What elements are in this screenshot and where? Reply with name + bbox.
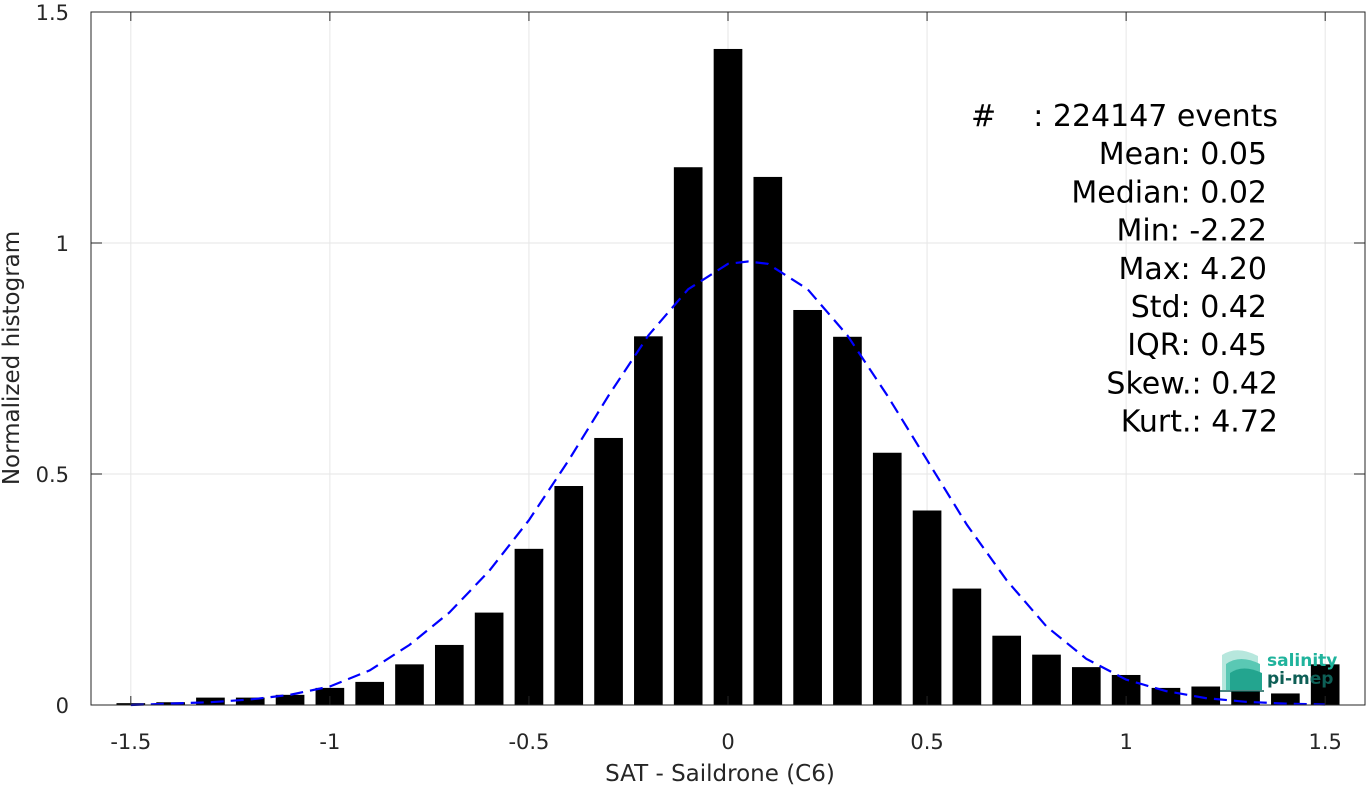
y-tick-label: 0.5 xyxy=(36,463,69,487)
logo-text-pimep: pi-mep xyxy=(1267,669,1333,689)
salinity-pimep-logo: salinity pi-mep xyxy=(1220,650,1337,692)
stat-value: : 0.02 xyxy=(1181,175,1267,210)
histogram-bar xyxy=(514,548,544,705)
y-axis-label: Normalized histogram xyxy=(0,231,25,485)
histogram-bar xyxy=(793,309,822,705)
histogram-bar xyxy=(713,48,743,705)
x-tick-label: 0.5 xyxy=(910,730,943,754)
y-tick-label: 1 xyxy=(56,232,69,256)
stat-label: Max xyxy=(1119,252,1181,287)
stat-value: : 4.72 xyxy=(1192,405,1278,440)
stat-value: : 224147 events xyxy=(1033,99,1278,134)
histogram-bar xyxy=(235,697,265,705)
histogram-bar xyxy=(912,510,942,705)
stat-value: : -2.22 xyxy=(1170,214,1267,249)
stat-label: Skew. xyxy=(1106,366,1191,401)
histogram-bar xyxy=(1191,686,1221,705)
histogram-bar xyxy=(1151,687,1181,705)
histogram-bar xyxy=(753,176,783,705)
axis-tick-labels: -1.5 -1 -0.5 0 0.5 1 1.5 0 0.5 1 1.5 xyxy=(36,1,1342,754)
histogram-bar xyxy=(196,697,225,705)
histogram-bar xyxy=(355,681,385,705)
stat-value: : 0.42 xyxy=(1192,366,1278,401)
histogram-bar xyxy=(594,437,623,705)
histogram-bar xyxy=(673,167,703,705)
histogram-bars xyxy=(116,48,1340,705)
histogram-bar xyxy=(434,644,464,705)
histogram-bar xyxy=(1271,693,1300,705)
histogram-bar xyxy=(275,694,305,705)
x-tick-label: -0.5 xyxy=(508,730,549,754)
y-tick-label: 0 xyxy=(56,694,69,718)
stat-label: Std xyxy=(1131,290,1181,325)
stat-value: : 0.42 xyxy=(1181,290,1267,325)
histogram-bar xyxy=(554,486,584,705)
stat-label: Median xyxy=(1071,175,1180,210)
stat-label: # xyxy=(971,99,996,134)
logo-text-salinity: salinity xyxy=(1267,651,1337,671)
stat-label: Mean xyxy=(1099,137,1181,172)
x-tick-label: 0 xyxy=(721,730,734,754)
stat-value: : 4.20 xyxy=(1181,252,1267,287)
x-tick-label: 1.5 xyxy=(1308,730,1341,754)
y-tick-label: 1.5 xyxy=(36,1,69,25)
wave-logo-icon xyxy=(1220,650,1264,692)
histogram-bar xyxy=(156,702,185,705)
x-tick-label: 1 xyxy=(1119,730,1132,754)
axis-ticks xyxy=(91,11,1365,706)
histogram-bar xyxy=(872,452,902,705)
histogram-bar xyxy=(395,664,424,705)
histogram-bar xyxy=(634,336,663,705)
stat-value: : 0.05 xyxy=(1181,137,1267,172)
stat-label: IQR xyxy=(1127,328,1180,363)
histogram-bar xyxy=(992,635,1022,705)
histogram-bar xyxy=(1032,654,1061,705)
histogram-bar xyxy=(474,612,504,705)
histogram-bar xyxy=(1071,667,1101,705)
x-tick-label: -1.5 xyxy=(110,730,151,754)
normal-fit-line xyxy=(130,260,1326,707)
x-axis-label: SAT - Saildrone (C6) xyxy=(605,761,835,785)
stat-value: : 0.45 xyxy=(1181,328,1267,363)
x-tick-label: -1 xyxy=(319,730,340,754)
stat-label: Min xyxy=(1117,214,1170,249)
stat-label: Kurt. xyxy=(1121,405,1192,440)
histogram-bar xyxy=(952,588,982,705)
histogram-bar xyxy=(833,336,862,705)
